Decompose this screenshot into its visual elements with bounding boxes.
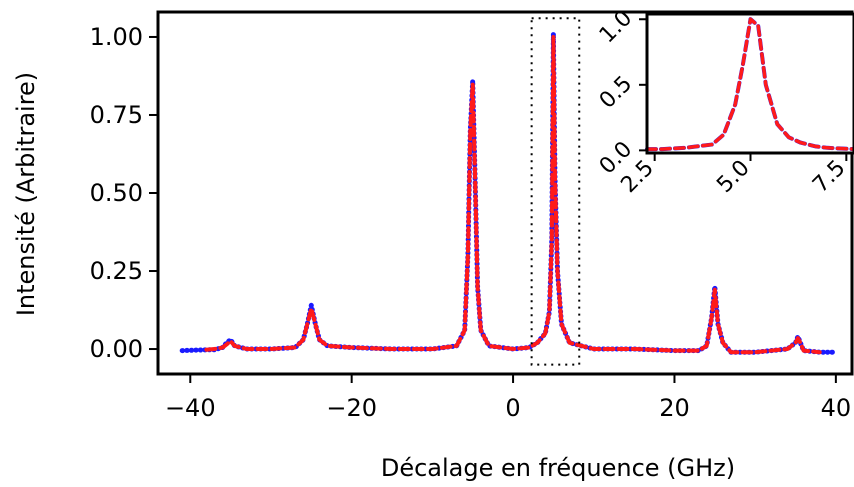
inset-x-tick-label: 5.0	[712, 156, 754, 198]
main-y-axis-ticks: 0.00 0.25 0.50 0.75 1.00	[90, 23, 158, 363]
inset-y-tick-label: 0.5	[595, 71, 637, 113]
x-tick-label: −40	[165, 394, 216, 422]
inset-y-axis-ticks: 0.00.51.0	[595, 6, 647, 179]
y-tick-label: 0.75	[90, 101, 143, 129]
y-tick-label: 0.25	[90, 257, 143, 285]
x-tick-label: 20	[659, 394, 690, 422]
main-x-axis-ticks: −40 −20 0 20 40	[165, 374, 851, 422]
y-axis-title: Intensité (Arbitraire)	[12, 72, 40, 316]
inset-series-2	[645, 17, 854, 151]
inset-x-tick-label: 7.5	[808, 156, 850, 198]
inset-background	[647, 14, 854, 153]
x-tick-label: 40	[821, 394, 852, 422]
x-axis-title: Décalage en fréquence (GHz)	[381, 454, 735, 482]
main-series-2	[204, 35, 822, 355]
main-chart: −40 −20 0 20 40 0.00 0.25 0.50 0.75 1.00 Décalag…	[12, 10, 854, 482]
y-tick-label: 0.50	[90, 179, 143, 207]
x-tick-label: 0	[505, 394, 520, 422]
y-tick-label: 0.00	[90, 335, 143, 363]
main-series-layer	[179, 31, 839, 355]
inset-chart: 2.5 5.0 7.5 0.00.51.0	[595, 6, 854, 198]
inset-x-axis-ticks: 2.5 5.0 7.5	[616, 153, 851, 198]
x-tick-label: −20	[326, 394, 377, 422]
inset-series-layer	[645, 17, 854, 152]
y-tick-label: 1.00	[90, 23, 143, 51]
